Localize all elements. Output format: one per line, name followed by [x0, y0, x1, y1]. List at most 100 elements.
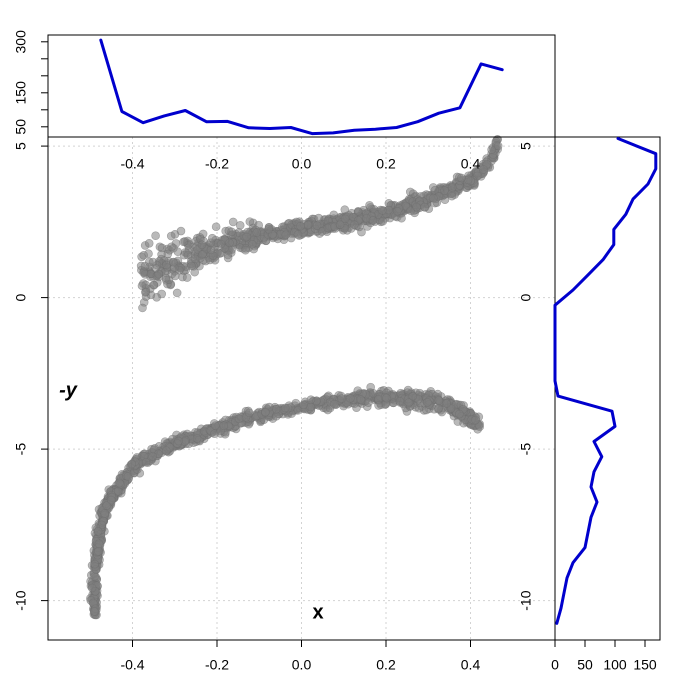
data-point: [429, 193, 438, 203]
data-point: [368, 216, 378, 225]
y-tick-label: -10: [13, 590, 29, 610]
data-point: [166, 231, 176, 241]
data-point: [264, 225, 273, 234]
data-point: [170, 271, 180, 281]
data-point: [115, 478, 124, 488]
y-tick-label: 5: [13, 142, 29, 150]
data-point: [447, 191, 457, 201]
data-point: [157, 243, 167, 253]
x-tick-label-inner: 0.4: [461, 156, 481, 172]
top-plot-frame: [47, 34, 556, 138]
data-point: [434, 403, 443, 413]
right-y-tick-label: -5: [518, 443, 534, 456]
data-point: [448, 183, 457, 192]
data-point: [337, 394, 346, 403]
data-point: [405, 187, 415, 197]
data-point: [353, 207, 363, 216]
data-point: [261, 407, 270, 417]
y-tick-label: -5: [13, 443, 29, 456]
data-point: [144, 238, 154, 248]
data-point: [271, 404, 281, 414]
x-tick-label: 0.2: [376, 657, 396, 673]
right-y-tick-label: 5: [518, 142, 534, 150]
data-point: [173, 247, 183, 257]
right-y-tick-label: -10: [518, 590, 534, 610]
top-y-tick-label: 300: [13, 30, 29, 54]
data-point: [364, 398, 373, 407]
data-point: [403, 385, 413, 395]
data-point: [366, 382, 375, 392]
data-point: [393, 206, 402, 216]
data-point: [174, 436, 183, 446]
right-marginal-panel: 0 50 100 150 -10 -5 0 5: [518, 136, 661, 673]
data-point: [412, 202, 421, 212]
right-x-tick-label: 100: [603, 657, 627, 673]
data-point: [90, 607, 99, 616]
data-point: [234, 414, 244, 424]
data-point: [228, 217, 238, 227]
data-point: [335, 220, 345, 229]
data-point: [434, 396, 444, 405]
data-point: [306, 395, 316, 404]
data-point: [241, 245, 250, 255]
data-point: [408, 391, 418, 401]
data-point: [242, 232, 252, 242]
data-point: [210, 421, 220, 430]
data-point: [223, 253, 233, 263]
top-y-tick-label: 150: [13, 81, 29, 105]
data-point: [340, 205, 350, 214]
data-point: [90, 572, 99, 581]
data-point: [479, 165, 488, 174]
top-marginal-panel: 50 150 300: [13, 30, 556, 138]
data-point: [281, 230, 291, 240]
right-x-tick-label: 50: [577, 657, 593, 673]
data-point: [162, 446, 171, 455]
x-tick-label-inner: 0.0: [292, 156, 312, 172]
data-point: [455, 409, 464, 419]
data-point: [179, 237, 188, 247]
data-point: [493, 141, 503, 151]
data-point: [303, 220, 313, 230]
data-point: [90, 559, 100, 569]
data-point: [244, 408, 254, 418]
y-tick-label: 0: [13, 293, 29, 301]
data-point: [423, 398, 432, 407]
data-point: [252, 228, 262, 237]
data-point: [471, 415, 480, 425]
data-point: [365, 201, 374, 210]
right-x-tick-label: 0: [551, 657, 559, 673]
data-point: [127, 459, 137, 469]
data-point: [207, 233, 217, 243]
x-tick-label-inner: -0.2: [205, 156, 229, 172]
data-point: [167, 242, 176, 252]
data-point: [350, 220, 359, 230]
data-point: [183, 250, 193, 260]
data-point: [245, 217, 255, 226]
data-point: [440, 186, 449, 195]
data-point: [182, 273, 192, 282]
data-point: [280, 403, 290, 413]
main-scatter-panel: -0.4 -0.2 0.0 0.2 0.4 -0.4 -0.2 0.0 0.2 0.4 -10 -5 0…: [13, 135, 556, 673]
data-point: [330, 399, 339, 409]
data-point: [378, 217, 388, 226]
x-marginal-line: [99, 38, 504, 136]
data-point: [123, 472, 133, 481]
data-point: [100, 509, 110, 518]
data-point: [198, 250, 207, 259]
x-tick-label: -0.2: [205, 657, 229, 673]
data-point: [487, 145, 496, 154]
data-point: [404, 398, 414, 407]
data-point: [94, 539, 104, 549]
y-axis-label: -y: [59, 379, 78, 401]
data-point: [206, 245, 216, 255]
data-point: [192, 434, 202, 443]
x-tick-label-inner: 0.2: [376, 156, 396, 172]
data-point: [187, 261, 196, 271]
data-point: [227, 227, 236, 237]
data-point: [340, 214, 350, 224]
data-point: [197, 240, 207, 250]
top-y-tick-label: 50: [13, 119, 29, 135]
data-point: [137, 281, 147, 291]
data-point: [395, 396, 405, 406]
